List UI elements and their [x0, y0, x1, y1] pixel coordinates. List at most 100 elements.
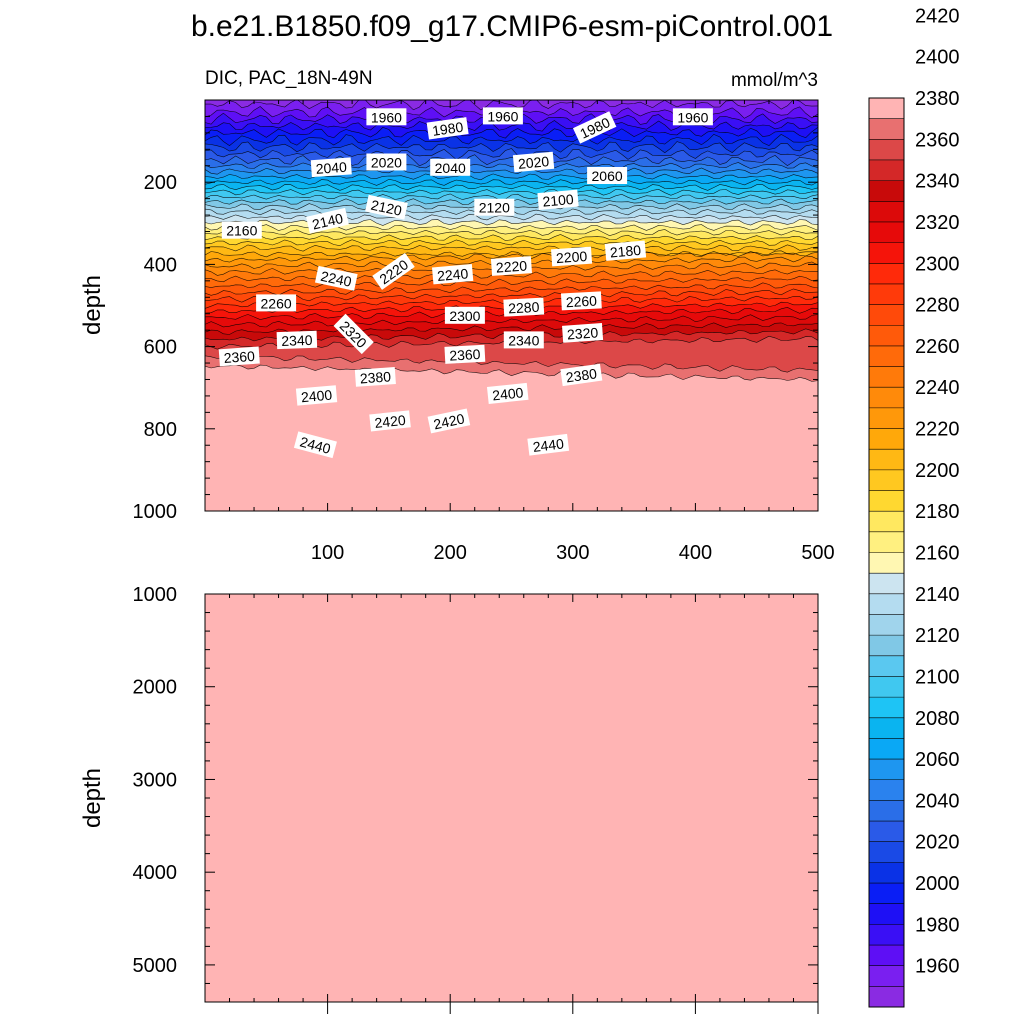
contour-label-text: 2280	[508, 299, 540, 317]
colorbar-tick-label: 2220	[915, 419, 960, 441]
contour-label-text: 2260	[261, 295, 292, 311]
colorbar-cell	[869, 325, 904, 347]
contour-label: 1980	[426, 117, 469, 140]
contour-label-text: 1960	[677, 109, 708, 125]
colorbar-tick-label: 2260	[915, 336, 960, 358]
contour-label-text: 2320	[567, 324, 599, 342]
y-tick-label: 1000	[133, 584, 178, 606]
colorbar-cell	[869, 98, 904, 119]
contour-line	[205, 353, 818, 373]
colorbar-cell	[869, 697, 904, 719]
colorbar-cell	[869, 986, 904, 1008]
contour-label-box	[276, 330, 318, 350]
colorbar-cell	[869, 490, 904, 512]
colorbar-tick-label: 2280	[915, 295, 960, 317]
colorbar-cell	[869, 635, 904, 657]
contour-label: 2100	[537, 189, 579, 211]
contour-line	[205, 239, 818, 247]
contour-label-text: 2340	[281, 332, 313, 349]
contour-label-box	[426, 117, 469, 140]
contour-label: 2060	[587, 167, 628, 184]
colorbar-tick-label: 2400	[915, 47, 960, 69]
colorbar-cell	[869, 449, 904, 471]
lower-filled-region	[205, 594, 818, 1002]
colorbar-cell	[869, 593, 904, 615]
contour-label: 2120	[365, 194, 408, 220]
contour-label: 2360	[444, 344, 486, 364]
contour-label-text: 1980	[431, 119, 464, 139]
contour-label-box	[310, 157, 352, 178]
contour-label: 2360	[218, 346, 260, 367]
x-tick-label: 500	[801, 542, 834, 564]
contour-label-box	[474, 198, 515, 216]
contour-label-box	[503, 331, 544, 349]
contour-label: 2240	[314, 265, 358, 291]
contour-label-box	[587, 167, 628, 184]
contour-line	[205, 322, 818, 335]
y-tick-label: 5000	[133, 955, 178, 977]
contour-label: 1960	[366, 108, 407, 126]
contour-line	[205, 162, 818, 169]
colorbar-cell	[869, 139, 904, 161]
upper-y-axis-label: depth	[79, 275, 106, 335]
contour-line	[205, 184, 818, 191]
contour-label-text: 1960	[371, 109, 402, 125]
contour-line	[205, 282, 818, 296]
colorbar-cell	[869, 428, 904, 450]
contour-label-text: 2420	[432, 410, 466, 432]
contour-line	[205, 126, 818, 139]
contour-label-box	[314, 265, 358, 291]
lower-y-axis-label: depth	[79, 768, 106, 828]
contour-label-text: 2240	[319, 268, 353, 290]
contour-label-text: 2300	[449, 308, 480, 324]
colorbar-tick-label: 2020	[915, 832, 960, 854]
contour-label-text: 2160	[226, 223, 257, 239]
contour-label: 2220	[490, 256, 533, 276]
contour-label: 2400	[295, 385, 338, 406]
contour-label-box	[354, 367, 396, 387]
contour-label-text: 2440	[298, 433, 332, 457]
colorbar-cell	[869, 800, 904, 822]
contour-line	[205, 178, 818, 186]
contour-line	[205, 100, 818, 111]
contour-label: 2240	[431, 263, 474, 285]
contour-label: 2320	[562, 323, 604, 343]
contour-label: 2020	[512, 151, 555, 173]
contour-label-box	[306, 207, 349, 234]
contour-label: 2300	[444, 306, 485, 324]
colorbar-cell	[869, 655, 904, 677]
colorbar-cell	[869, 366, 904, 388]
contour-label-box	[256, 294, 297, 312]
colorbar-cell	[869, 469, 904, 491]
colorbar-cell	[869, 180, 904, 202]
contour-label-box	[365, 194, 408, 220]
y-tick-label: 4000	[133, 862, 178, 884]
contour-label: 2280	[503, 297, 545, 317]
contour-label-text: 2200	[556, 248, 588, 266]
colorbar-tick-label: 2420	[915, 5, 960, 27]
colorbar-cell	[869, 738, 904, 760]
contour-band	[205, 100, 818, 110]
colorbar-tick-label: 2180	[915, 501, 960, 523]
contour-label-box	[430, 158, 471, 176]
colorbar-tick-label: 2140	[915, 584, 960, 606]
contour-label-text: 2120	[479, 200, 510, 216]
contour-label-text: 2340	[508, 332, 539, 348]
colorbar-cell	[869, 717, 904, 739]
contour-label-text: 2400	[300, 387, 333, 406]
colorbar-cell	[869, 924, 904, 946]
contour-label: 2420	[369, 410, 411, 432]
contour-label-text: 2100	[542, 191, 575, 210]
x-tick-label: 200	[434, 542, 467, 564]
contour-label: 2040	[310, 157, 352, 178]
contour-label: 2020	[366, 153, 407, 171]
contour-line	[205, 188, 818, 196]
contour-label-box	[527, 433, 570, 456]
colorbar-cell	[869, 779, 904, 801]
colorbar-cell	[869, 903, 904, 925]
contour-line	[205, 229, 818, 237]
contour-label: 2260	[256, 294, 297, 312]
colorbar-cell	[869, 614, 904, 636]
colorbar-cell	[869, 304, 904, 326]
contour-label-box	[369, 410, 411, 432]
